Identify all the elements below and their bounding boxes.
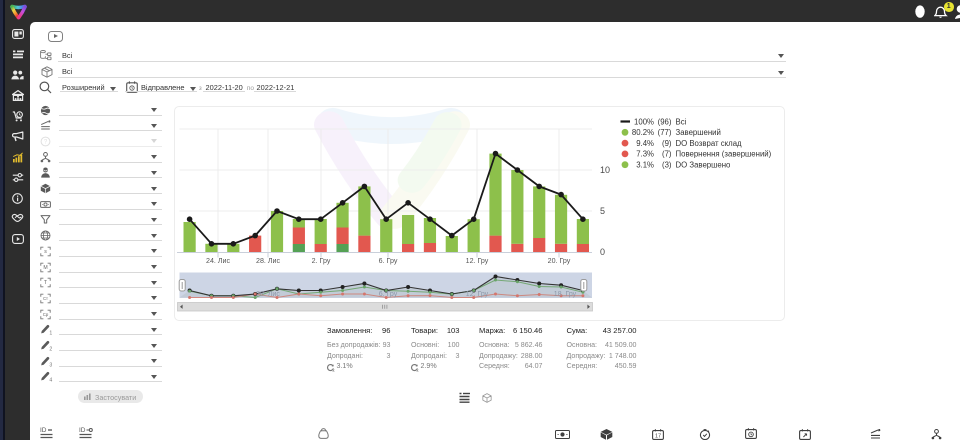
svg-text:28. Лис: 28. Лис bbox=[256, 291, 280, 298]
svg-text:DO Завершено: DO Завершено bbox=[676, 161, 732, 170]
svg-text:DO Возврат склад: DO Возврат склад bbox=[676, 139, 743, 148]
svg-text:28. Лис: 28. Лис bbox=[256, 257, 280, 265]
svg-text:5: 5 bbox=[600, 206, 605, 216]
svg-text:0: 0 bbox=[600, 247, 605, 257]
svg-text:ID: ID bbox=[79, 427, 86, 434]
svg-text:7.3%: 7.3% bbox=[636, 150, 654, 159]
svg-text:80.2%: 80.2% bbox=[632, 128, 654, 137]
svg-text:6. Гру: 6. Гру bbox=[379, 257, 398, 265]
svg-text:6. Гру: 6. Гру bbox=[379, 291, 398, 298]
svg-text:(9): (9) bbox=[662, 139, 672, 148]
svg-text:20. Гру: 20. Гру bbox=[548, 257, 571, 265]
svg-text:(3): (3) bbox=[662, 161, 672, 170]
svg-text:3: 3 bbox=[49, 362, 52, 366]
svg-text:T: T bbox=[44, 280, 48, 286]
svg-text:(96): (96) bbox=[658, 117, 672, 126]
svg-text:ID: ID bbox=[40, 427, 47, 434]
svg-text:Ст: Ст bbox=[43, 296, 48, 301]
svg-text:12. Гру: 12. Гру bbox=[466, 257, 489, 265]
svg-text:Повернення (завершений): Повернення (завершений) bbox=[676, 150, 772, 159]
svg-text:x: x bbox=[416, 368, 419, 372]
svg-text:Всі: Всі bbox=[676, 117, 687, 126]
svg-text:x: x bbox=[332, 368, 335, 372]
svg-text:(7): (7) bbox=[662, 150, 672, 159]
svg-text:3.1%: 3.1% bbox=[636, 161, 654, 170]
svg-text:M: M bbox=[43, 265, 47, 271]
svg-text:(77): (77) bbox=[658, 128, 672, 137]
svg-text:10: 10 bbox=[600, 165, 610, 175]
svg-text:s: s bbox=[44, 249, 47, 255]
svg-text:24. Лис: 24. Лис bbox=[206, 257, 230, 265]
svg-text:Ср: Ср bbox=[43, 312, 49, 317]
svg-text:1: 1 bbox=[49, 331, 52, 335]
svg-text:17: 17 bbox=[655, 433, 661, 439]
svg-text:100%: 100% bbox=[634, 117, 654, 126]
svg-text:18. Гру: 18. Гру bbox=[554, 291, 577, 298]
svg-text:2. Гру: 2. Гру bbox=[312, 257, 331, 265]
svg-text:9.4%: 9.4% bbox=[636, 139, 654, 148]
svg-text:12. Гру: 12. Гру bbox=[466, 291, 489, 298]
svg-text:Завершений: Завершений bbox=[676, 128, 721, 137]
svg-text:4: 4 bbox=[49, 378, 52, 382]
svg-text:2: 2 bbox=[49, 347, 52, 351]
svg-text:?: ? bbox=[44, 139, 48, 145]
